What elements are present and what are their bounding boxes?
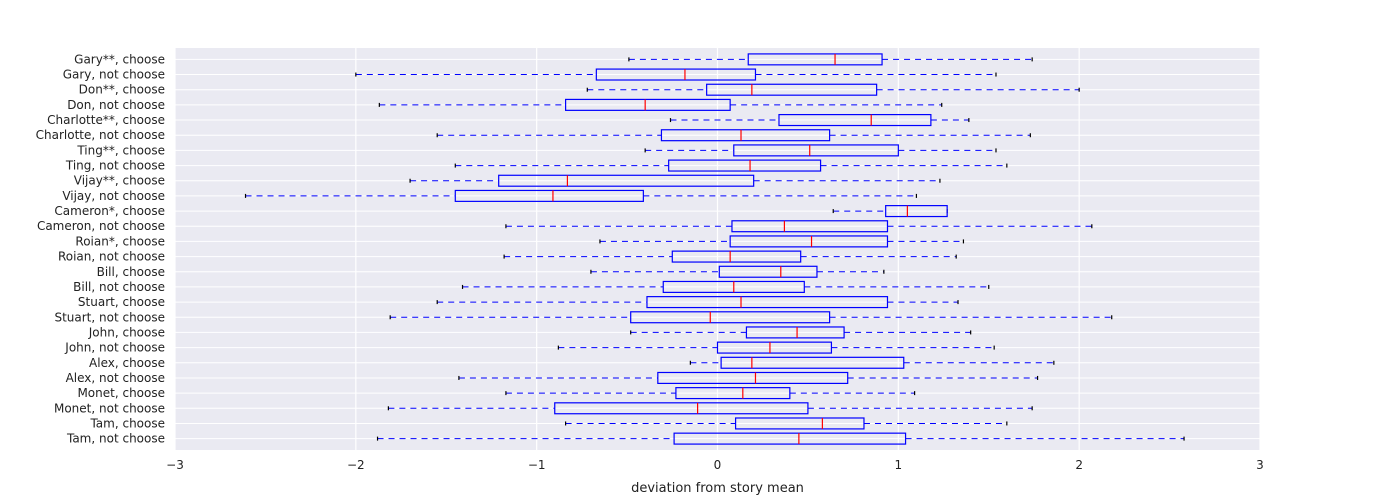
x-tick-labels: −3 −2 −1 0 1 2 3: [166, 458, 1264, 472]
y-tick-label: Bill, not choose: [73, 280, 165, 294]
y-tick-label: Ting, not choose: [65, 159, 165, 173]
x-tick-label: 1: [895, 458, 903, 472]
y-tick-label: Bill, choose: [97, 265, 165, 279]
box-iqr: [657, 371, 849, 385]
x-tick-label: 2: [1075, 458, 1083, 472]
box-item: [628, 53, 1033, 66]
box-iqr: [660, 129, 831, 142]
box-iqr: [729, 235, 889, 248]
box-iqr: [747, 53, 883, 66]
y-tick-label: Ting**, choose: [76, 143, 165, 157]
y-tick-label: Don, not choose: [67, 98, 165, 112]
y-tick-label: Vijay**, choose: [74, 174, 165, 188]
box-item: [832, 205, 948, 218]
box-iqr: [671, 250, 802, 263]
box-iqr: [630, 311, 831, 324]
box-iqr: [745, 326, 845, 339]
y-tick-label: Cameron*, choose: [54, 204, 165, 218]
y-tick-label: Monet, choose: [77, 386, 165, 400]
box-item: [557, 341, 995, 354]
y-tick-label: Vijay, not choose: [62, 189, 165, 203]
box-iqr: [720, 356, 905, 369]
box-iqr: [498, 174, 755, 187]
x-tick-label: −1: [528, 458, 546, 472]
box-item: [355, 68, 997, 81]
x-tick-label: −2: [347, 458, 365, 472]
box-iqr: [673, 432, 907, 445]
y-tick-label: Gary, not choose: [63, 68, 165, 82]
y-tick-label: Monet, not choose: [54, 401, 165, 415]
box-iqr: [564, 98, 731, 111]
y-tick-label: John, choose: [88, 325, 165, 339]
x-tick-label: 0: [714, 458, 722, 472]
box-item: [244, 189, 918, 202]
y-tick-label: Don**, choose: [79, 83, 165, 97]
x-axis-label: deviation from story mean: [631, 481, 804, 496]
y-tick-label: Charlotte, not choose: [36, 128, 165, 142]
box-item: [458, 371, 1039, 385]
x-tick-label: −3: [166, 458, 184, 472]
box-iqr: [731, 220, 889, 233]
box-iqr: [716, 341, 833, 354]
box-item: [436, 296, 959, 309]
box-item: [389, 311, 1113, 324]
box-item: [378, 98, 943, 111]
box-item: [461, 280, 990, 293]
box-iqr: [778, 113, 932, 127]
y-tick-label: Roian, not choose: [58, 250, 165, 264]
box-item: [505, 387, 916, 400]
y-tick-label: John, not choose: [64, 341, 165, 355]
y-tick-label: Tam, choose: [89, 416, 165, 430]
box-item: [590, 265, 885, 278]
box-series: [244, 53, 1185, 445]
box-item: [564, 417, 1008, 430]
box-iqr: [733, 144, 899, 157]
box-item: [376, 432, 1185, 445]
box-iqr: [706, 83, 878, 96]
y-tick-label: Stuart, not choose: [54, 310, 165, 324]
y-tick-label: Alex, choose: [89, 356, 165, 370]
y-tick-label: Gary**, choose: [74, 52, 165, 66]
box-item: [586, 83, 1080, 96]
box-item: [630, 326, 972, 339]
box-item: [503, 250, 957, 263]
box-iqr: [595, 68, 757, 81]
y-tick-label: Tam, not choose: [66, 432, 165, 446]
y-tick-label: Roian*, choose: [75, 234, 165, 248]
box-iqr: [734, 417, 865, 430]
y-tick-label: Alex, not choose: [66, 371, 165, 385]
box-item: [669, 113, 970, 127]
x-tick-label: 3: [1256, 458, 1264, 472]
y-tick-label: Charlotte**, choose: [47, 113, 165, 127]
box-item: [409, 174, 941, 187]
box-item: [599, 235, 965, 248]
box-item: [689, 356, 1055, 369]
box-iqr: [668, 159, 822, 172]
box-iqr: [646, 296, 889, 309]
box-iqr: [554, 402, 809, 415]
y-tick-label: Stuart, choose: [78, 295, 165, 309]
y-tick-label: Cameron, not choose: [37, 219, 165, 233]
box-item: [436, 129, 1031, 142]
box-item: [454, 159, 1008, 172]
box-iqr: [454, 189, 644, 202]
box-iqr: [885, 205, 948, 218]
box-iqr: [718, 265, 818, 278]
box-item: [644, 144, 997, 157]
box-item: [387, 402, 1033, 415]
box-item: [505, 220, 1093, 233]
box-iqr: [675, 387, 791, 400]
